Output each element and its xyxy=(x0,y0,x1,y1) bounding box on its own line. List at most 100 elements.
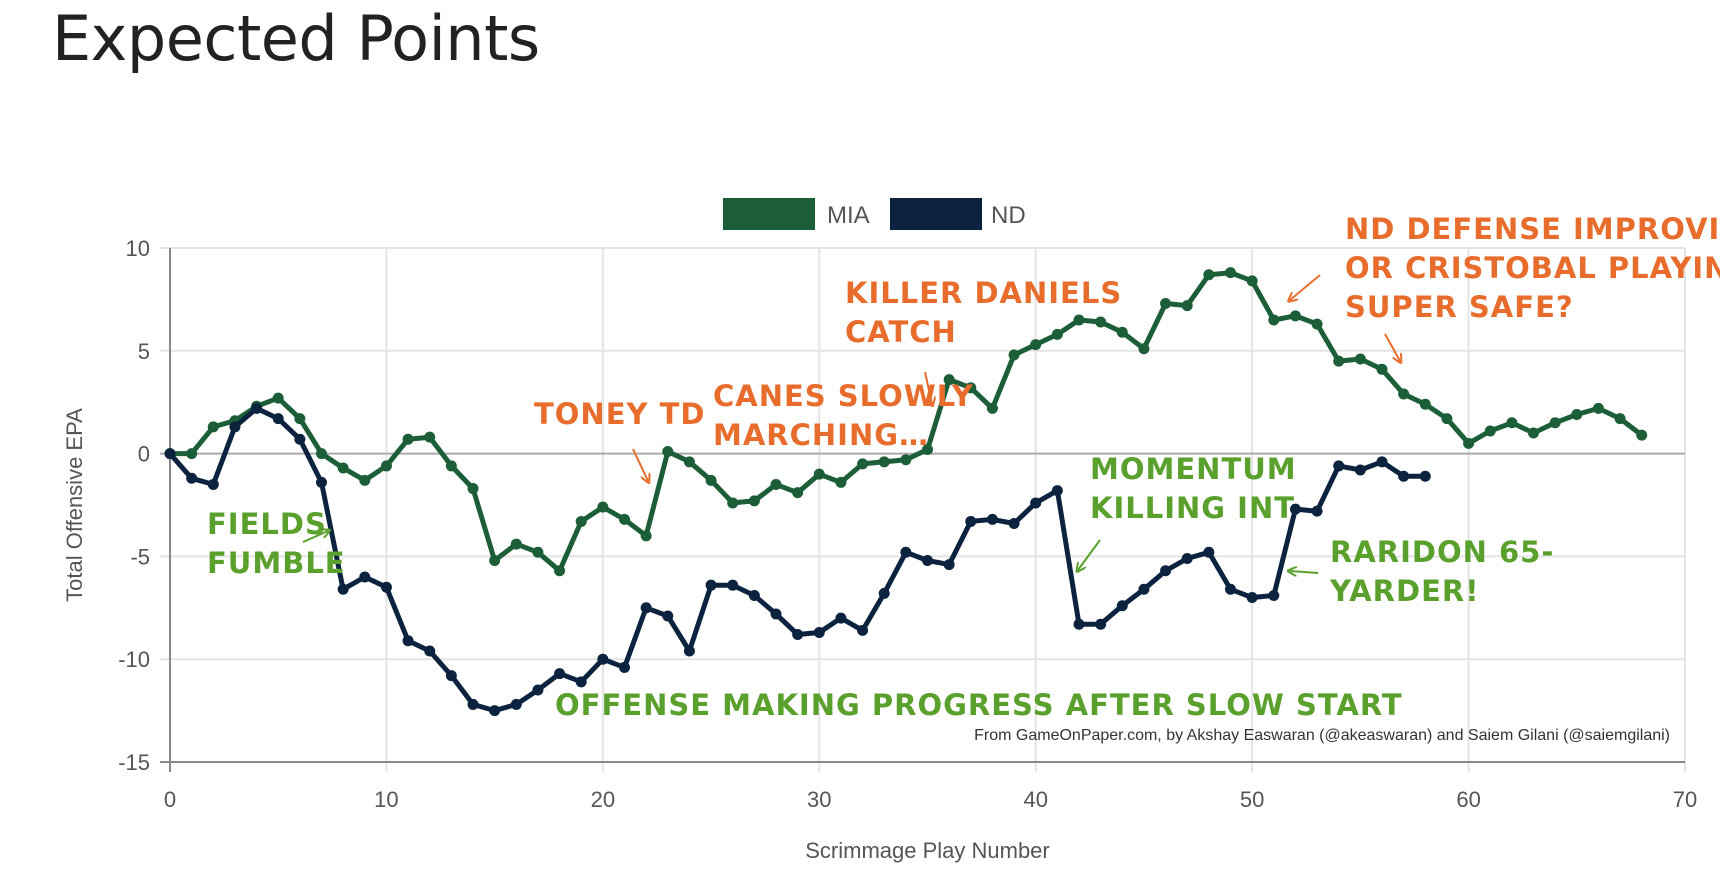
data-point-nd[interactable] xyxy=(207,478,219,490)
data-point-mia[interactable] xyxy=(207,421,219,433)
data-point-mia[interactable] xyxy=(1463,437,1475,449)
data-point-mia[interactable] xyxy=(1571,409,1583,421)
data-point-mia[interactable] xyxy=(1506,417,1518,429)
data-point-nd[interactable] xyxy=(1376,456,1388,468)
data-point-nd[interactable] xyxy=(943,559,955,571)
data-point-nd[interactable] xyxy=(1073,618,1085,630)
data-point-nd[interactable] xyxy=(316,476,327,488)
data-point-mia[interactable] xyxy=(1030,339,1042,351)
data-point-nd[interactable] xyxy=(1333,460,1345,472)
data-point-mia[interactable] xyxy=(705,474,717,486)
data-point-mia[interactable] xyxy=(1419,398,1431,410)
data-point-nd[interactable] xyxy=(662,610,674,622)
data-point-mia[interactable] xyxy=(1333,355,1345,367)
legend-item-mia[interactable]: MIA xyxy=(723,198,870,230)
data-point-nd[interactable] xyxy=(272,413,284,425)
data-point-nd[interactable] xyxy=(1268,589,1280,601)
data-point-mia[interactable] xyxy=(1160,298,1172,310)
data-point-mia[interactable] xyxy=(1116,326,1128,338)
data-point-nd[interactable] xyxy=(1311,505,1323,517)
data-point-mia[interactable] xyxy=(1268,314,1280,326)
data-point-mia[interactable] xyxy=(1614,413,1626,425)
data-point-nd[interactable] xyxy=(1289,503,1301,515)
data-point-mia[interactable] xyxy=(316,448,327,460)
data-point-mia[interactable] xyxy=(770,478,782,490)
data-point-mia[interactable] xyxy=(1311,318,1323,330)
data-point-mia[interactable] xyxy=(424,431,436,443)
data-point-nd[interactable] xyxy=(705,579,717,591)
data-point-nd[interactable] xyxy=(640,602,652,614)
data-point-mia[interactable] xyxy=(727,497,739,509)
data-point-mia[interactable] xyxy=(1008,349,1020,361)
data-point-mia[interactable] xyxy=(619,513,630,525)
data-point-mia[interactable] xyxy=(445,460,457,472)
data-point-mia[interactable] xyxy=(1398,388,1410,400)
legend-item-nd[interactable]: ND xyxy=(890,198,1026,230)
data-point-mia[interactable] xyxy=(489,555,501,567)
data-point-mia[interactable] xyxy=(554,565,566,577)
data-point-mia[interactable] xyxy=(943,374,955,386)
data-point-mia[interactable] xyxy=(1289,310,1301,322)
data-point-nd[interactable] xyxy=(164,448,176,460)
data-point-mia[interactable] xyxy=(986,402,998,414)
data-point-mia[interactable] xyxy=(1549,417,1561,429)
data-point-mia[interactable] xyxy=(1138,343,1150,355)
data-point-nd[interactable] xyxy=(1008,518,1020,530)
data-point-mia[interactable] xyxy=(1181,300,1193,312)
data-point-mia[interactable] xyxy=(337,462,349,474)
data-point-mia[interactable] xyxy=(532,546,544,558)
data-point-nd[interactable] xyxy=(965,515,977,527)
data-point-nd[interactable] xyxy=(424,645,436,657)
data-point-nd[interactable] xyxy=(229,421,241,433)
data-point-nd[interactable] xyxy=(337,583,349,595)
data-point-nd[interactable] xyxy=(1203,546,1215,558)
data-point-nd[interactable] xyxy=(532,684,544,696)
data-point-nd[interactable] xyxy=(770,608,782,620)
data-point-nd[interactable] xyxy=(727,579,739,591)
data-point-nd[interactable] xyxy=(1225,583,1236,595)
data-point-nd[interactable] xyxy=(900,546,912,558)
data-point-nd[interactable] xyxy=(467,698,479,710)
data-point-nd[interactable] xyxy=(1419,470,1431,482)
data-point-mia[interactable] xyxy=(510,538,522,550)
data-point-mia[interactable] xyxy=(1246,275,1258,287)
data-point-nd[interactable] xyxy=(380,581,392,593)
data-point-mia[interactable] xyxy=(662,446,674,458)
data-point-mia[interactable] xyxy=(1592,402,1604,414)
data-point-mia[interactable] xyxy=(1376,363,1388,375)
data-point-nd[interactable] xyxy=(1354,464,1366,476)
data-point-mia[interactable] xyxy=(640,530,652,542)
data-point-mia[interactable] xyxy=(294,413,306,425)
data-point-mia[interactable] xyxy=(402,433,414,445)
data-point-mia[interactable] xyxy=(1203,269,1215,281)
data-point-mia[interactable] xyxy=(186,448,198,460)
data-point-nd[interactable] xyxy=(1398,470,1410,482)
data-point-mia[interactable] xyxy=(835,476,847,488)
data-point-mia[interactable] xyxy=(1484,425,1496,437)
data-point-nd[interactable] xyxy=(878,587,890,599)
data-point-nd[interactable] xyxy=(986,513,998,525)
data-point-mia[interactable] xyxy=(597,501,609,513)
data-point-nd[interactable] xyxy=(186,472,198,484)
data-point-mia[interactable] xyxy=(272,392,284,404)
data-point-nd[interactable] xyxy=(748,589,760,601)
data-point-nd[interactable] xyxy=(792,629,804,641)
data-point-nd[interactable] xyxy=(1138,583,1150,595)
data-point-mia[interactable] xyxy=(792,487,804,499)
data-point-mia[interactable] xyxy=(1095,316,1107,328)
data-point-nd[interactable] xyxy=(1051,485,1063,497)
data-point-nd[interactable] xyxy=(575,676,587,688)
data-point-nd[interactable] xyxy=(683,645,695,657)
data-point-nd[interactable] xyxy=(554,668,566,680)
data-point-nd[interactable] xyxy=(857,624,869,636)
data-point-nd[interactable] xyxy=(1246,592,1258,604)
data-point-mia[interactable] xyxy=(575,515,587,527)
data-point-mia[interactable] xyxy=(1051,328,1063,340)
data-point-mia[interactable] xyxy=(380,460,392,472)
data-point-nd[interactable] xyxy=(294,433,306,445)
data-point-mia[interactable] xyxy=(1441,413,1453,425)
data-point-nd[interactable] xyxy=(835,612,847,624)
data-point-nd[interactable] xyxy=(1030,497,1042,509)
data-point-mia[interactable] xyxy=(965,382,977,394)
data-point-mia[interactable] xyxy=(467,483,479,495)
